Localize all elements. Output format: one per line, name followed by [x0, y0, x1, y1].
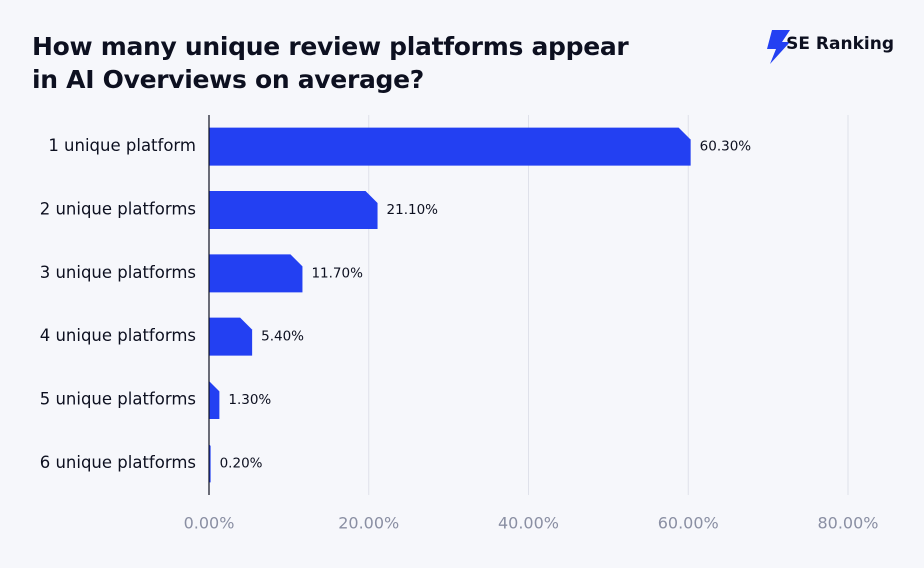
bar — [209, 381, 220, 419]
chart-title: How many unique review platforms appear … — [32, 32, 629, 94]
value-label: 0.20% — [220, 455, 263, 471]
y-tick-label: 3 unique platforms — [40, 263, 196, 282]
x-tick-label: 0.00% — [184, 514, 235, 533]
x-tick-label: 20.00% — [338, 514, 399, 533]
value-label: 1.30% — [228, 392, 271, 408]
value-label: 21.10% — [387, 202, 439, 218]
y-tick-label: 2 unique platforms — [40, 200, 196, 219]
value-label: 5.40% — [261, 329, 304, 345]
x-tick-label: 40.00% — [498, 514, 559, 533]
brand-logo — [767, 30, 790, 64]
bar — [209, 191, 378, 229]
y-tick-label: 6 unique platforms — [40, 453, 196, 472]
bar — [209, 127, 691, 166]
bar — [209, 317, 253, 356]
value-label: 60.30% — [700, 139, 752, 155]
value-label: 11.70% — [311, 265, 363, 281]
y-tick-label: 4 unique platforms — [40, 326, 196, 345]
brand-name: SE Ranking — [786, 34, 894, 54]
y-tick-label: 1 unique platform — [48, 136, 196, 155]
y-tick-label: 5 unique platforms — [40, 390, 196, 409]
bar — [209, 254, 303, 293]
x-tick-label: 80.00% — [817, 514, 878, 533]
x-tick-label: 60.00% — [658, 514, 719, 533]
